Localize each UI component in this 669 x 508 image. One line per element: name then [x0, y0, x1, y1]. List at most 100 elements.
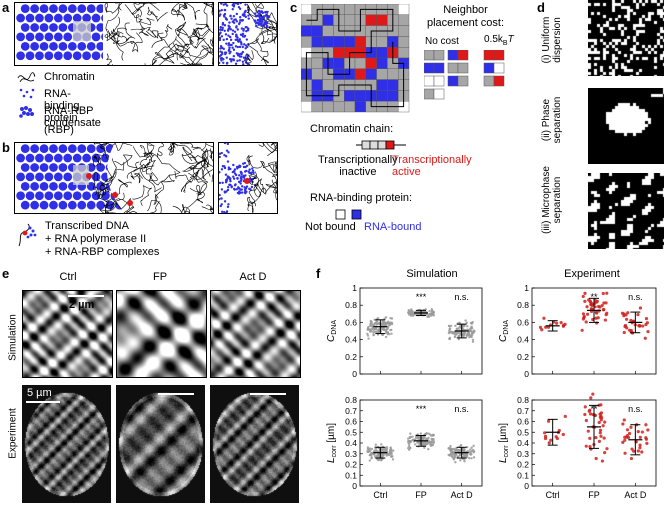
- data-point: [372, 323, 375, 327]
- chromatin-strand: [107, 27, 127, 44]
- lattice-cell: [344, 4, 356, 16]
- data-point: [638, 443, 642, 447]
- no-cost-label: No cost: [425, 36, 459, 47]
- data-point: [367, 337, 370, 340]
- rbp-point: [247, 42, 250, 46]
- data-point: [387, 453, 390, 456]
- data-point: [408, 436, 412, 439]
- data-point: [427, 447, 430, 451]
- pair-cell: [483, 62, 495, 74]
- y-tick-label: 0.5: [517, 427, 529, 437]
- data-point: [547, 441, 551, 445]
- data-point: [605, 291, 609, 295]
- lattice-cell: [344, 100, 356, 113]
- chromatin-strand: [114, 154, 140, 169]
- rbp-dot: [39, 23, 49, 32]
- rbp-point: [248, 171, 251, 175]
- lattice-cell: [387, 79, 399, 91]
- rbp-point: [248, 168, 251, 171]
- data-point: [599, 418, 603, 422]
- data-point: [462, 331, 465, 335]
- data-point: [632, 449, 636, 453]
- cost-title-line2: placement cost:: [427, 17, 505, 29]
- lattice-cell: [376, 36, 388, 48]
- data-point: [636, 449, 640, 453]
- cost-t: T: [507, 34, 514, 45]
- rbp-point: [232, 58, 235, 61]
- pair-cell: [457, 75, 469, 87]
- data-point: [369, 323, 372, 326]
- data-point: [455, 454, 458, 457]
- rbp-point: [224, 181, 228, 184]
- data-point: [390, 328, 393, 332]
- rbp-dot: [30, 23, 39, 32]
- chromatin-strand: [189, 155, 206, 180]
- data-point: [385, 453, 388, 456]
- y-axis-label: Lcorr [µm]: [326, 423, 338, 463]
- chromatin-strand: [246, 154, 264, 169]
- data-point: [470, 322, 474, 325]
- cost-title: Neighbor placement cost:: [427, 4, 504, 30]
- data-point: [464, 319, 467, 322]
- e-col-actd: Act D: [239, 271, 267, 283]
- rbp-dot: [58, 163, 68, 172]
- panel-f-plots: 0 0.2 0.4 0.6 0.8 1 *** n.s. CDNA 0 0.2 0.4 0.6 0.8 1 *…: [326, 283, 657, 500]
- rbp-point: [232, 177, 236, 180]
- rbp-point: [265, 13, 268, 17]
- rbp-dot: [35, 51, 44, 61]
- rbp-point: [243, 186, 246, 189]
- data-point: [449, 444, 452, 448]
- rbp-point: [255, 24, 258, 28]
- data-point: [581, 317, 585, 321]
- data-point: [376, 455, 379, 459]
- rbp-point: [219, 197, 221, 201]
- data-point: [583, 299, 587, 303]
- lattice-cell: [397, 4, 410, 16]
- data-point: [640, 450, 644, 454]
- data-point: [470, 327, 474, 330]
- rbp-point: [229, 14, 232, 17]
- sim-ctrl-image: [22, 290, 113, 378]
- rbp-dot: [35, 13, 44, 23]
- y-tick-label: 0.2: [517, 460, 529, 470]
- rbp-dot: [86, 163, 96, 172]
- panel-b-diagram-inset: [218, 142, 278, 214]
- data-point: [621, 440, 625, 444]
- rbp-point: [221, 165, 225, 168]
- rbp-point: [241, 35, 245, 38]
- rbp-dot: [63, 51, 73, 61]
- data-point: [546, 325, 551, 329]
- data-point: [369, 453, 372, 457]
- chromatin-strand: [151, 24, 173, 48]
- chromatin-strand: [172, 204, 191, 213]
- rbp-point: [221, 181, 224, 184]
- rbp-point: [231, 29, 235, 32]
- data-point: [594, 456, 598, 461]
- data-point: [432, 438, 435, 441]
- rbp-point: [225, 18, 229, 21]
- legend-rna-rbp: + RNA-RBP complexes: [45, 246, 160, 258]
- chromatin-strand: [130, 17, 155, 31]
- lattice-cell: [301, 100, 313, 113]
- chromatin-strand: [98, 202, 116, 213]
- rbp-point: [234, 38, 237, 42]
- data-point: [589, 412, 593, 416]
- data-point: [644, 317, 649, 321]
- rbp-point: [226, 205, 230, 209]
- pair-cell: [493, 50, 505, 61]
- significance-label: ***: [416, 292, 427, 302]
- data-point: [596, 316, 600, 320]
- transcribed-site: [112, 192, 118, 198]
- rbp-dot: [58, 41, 68, 51]
- rbp-point: [226, 188, 230, 192]
- data-point: [407, 308, 410, 312]
- rbp-point: [242, 13, 245, 16]
- pair-cell: [447, 75, 459, 87]
- data-point: [542, 316, 546, 320]
- pair-cell: [433, 50, 445, 61]
- data-point: [387, 324, 390, 327]
- rbp-point: [237, 5, 241, 9]
- chromatin-strand: [104, 3, 122, 14]
- rbp-dot: [96, 41, 103, 51]
- rbp-dot: [53, 191, 63, 201]
